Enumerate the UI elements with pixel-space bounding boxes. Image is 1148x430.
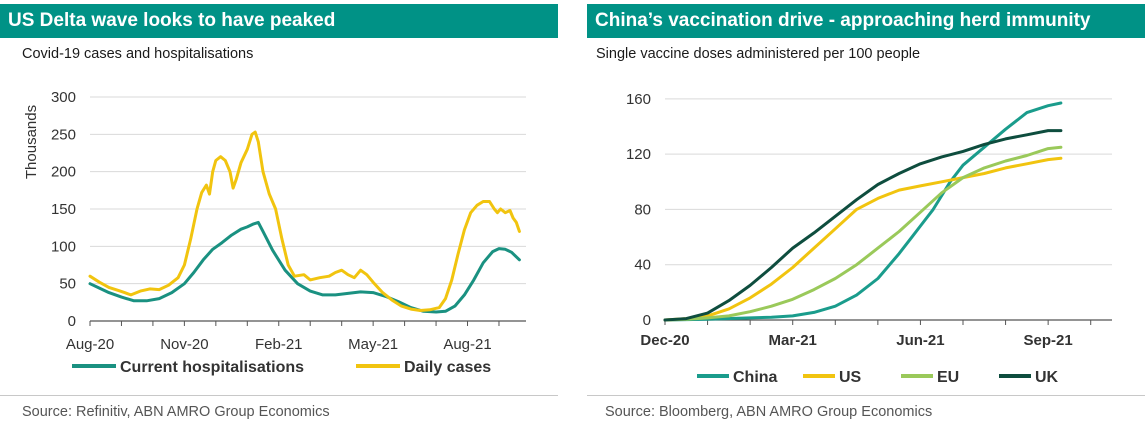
left-series-line-daily-cases: [88, 130, 521, 312]
right-y-tick-label: 160: [626, 91, 651, 108]
right-series-line-china: [663, 101, 1063, 322]
left-y-tick-label: 300: [51, 89, 76, 106]
right-legend-label-uk: UK: [1035, 369, 1059, 386]
right-x-tick-label: Dec-20: [640, 332, 689, 349]
right-x-tick-label: Sep-21: [1024, 332, 1073, 349]
right-series-line-uk: [663, 129, 1063, 322]
right-series-line-us: [663, 156, 1063, 322]
right-chart-subtitle: Single vaccine doses administered per 10…: [596, 46, 921, 62]
left-x-tick-label: May-21: [348, 336, 398, 353]
left-chart-svg: Thousands 0 50 100 150 200 250 300 Aug-20 Nov-20…: [23, 89, 526, 376]
right-chart-title: China’s vaccination drive - approaching …: [587, 4, 1145, 38]
right-chart-source: Source: Bloomberg, ABN AMRO Group Econom…: [605, 404, 933, 420]
left-y-axis-label: Thousands: [23, 105, 40, 179]
left-x-tick-label: Feb-21: [255, 336, 303, 353]
right-legend-label-china: China: [733, 369, 778, 386]
right-chart-panel: China’s vaccination drive - approaching …: [587, 0, 1145, 430]
left-y-tick-label: 150: [51, 201, 76, 218]
right-x-tick-label: Jun-21: [896, 332, 944, 349]
left-x-tick-label: Aug-21: [443, 336, 491, 353]
left-legend-label-current-hospitalisations: Current hospitalisations: [120, 359, 304, 376]
right-y-tick-label: 120: [626, 146, 651, 163]
right-y-tick-label: 40: [634, 257, 651, 274]
left-y-tick-label: 50: [59, 276, 76, 293]
left-y-tick-label: 200: [51, 164, 76, 181]
left-y-tick-label: 250: [51, 126, 76, 143]
left-legend-label-daily-cases: Daily cases: [404, 359, 491, 376]
right-series-line-eu: [663, 145, 1063, 322]
left-source-divider: [0, 395, 558, 396]
left-chart-subtitle: Covid-19 cases and hospitalisations: [22, 46, 254, 62]
left-chart-source: Source: Refinitiv, ABN AMRO Group Econom…: [22, 404, 330, 420]
left-x-tick-label: Nov-20: [160, 336, 208, 353]
left-y-tick-label: 100: [51, 238, 76, 255]
left-chart-title: US Delta wave looks to have peaked: [0, 4, 558, 38]
left-y-tick-label: 0: [68, 313, 76, 330]
left-series-line-current-hospitalisations: [88, 220, 521, 314]
left-chart-panel: US Delta wave looks to have peaked Covid…: [0, 0, 558, 430]
right-y-tick-label: 80: [634, 201, 651, 218]
right-legend-label-us: US: [839, 369, 862, 386]
right-x-tick-label: Mar-21: [769, 332, 817, 349]
right-source-divider: [587, 395, 1145, 396]
right-y-tick-label: 0: [643, 312, 651, 329]
right-chart-svg: 0 40 80 120 160 Dec-20 Mar-21 Jun-21 Sep-21 China…: [626, 91, 1112, 386]
left-x-tick-label: Aug-20: [66, 336, 114, 353]
right-legend-label-eu: EU: [937, 369, 959, 386]
